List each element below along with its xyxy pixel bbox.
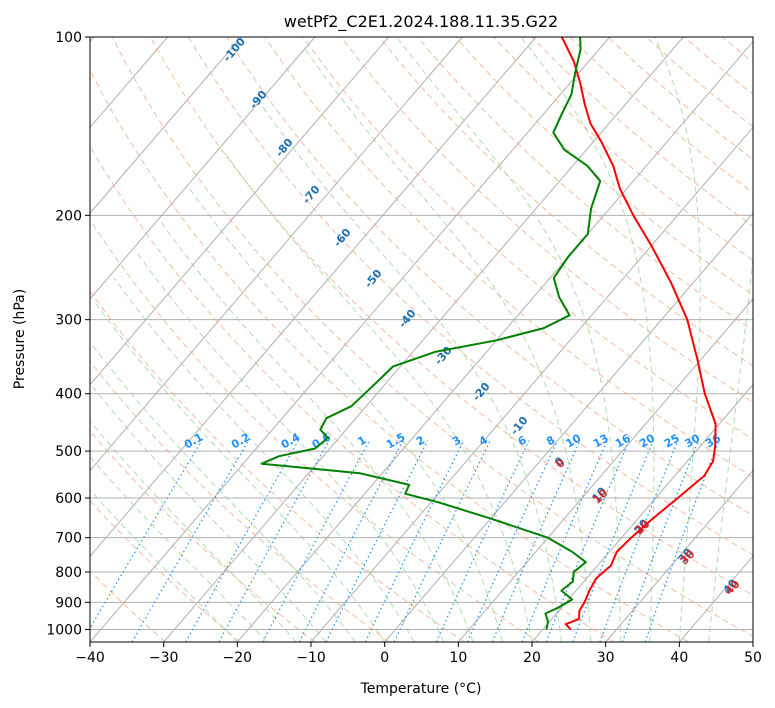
mixing-ratio-line bbox=[298, 440, 404, 642]
dry-adiabat-line bbox=[90, 500, 241, 642]
y-tick-label: 300 bbox=[55, 313, 82, 329]
mixing-ratio-line bbox=[393, 440, 491, 642]
dry-adiabat-line bbox=[90, 290, 465, 642]
mixing-ratio-line bbox=[364, 440, 465, 642]
isotherm-line bbox=[310, 126, 753, 642]
isotherm-line bbox=[531, 383, 753, 642]
dry-adiabat-line bbox=[188, 37, 753, 556]
dry-adiabat-line bbox=[302, 37, 753, 440]
isotherm-line bbox=[90, 37, 242, 214]
moist-adiabat-line bbox=[520, 37, 655, 642]
x-tick-label: 10 bbox=[449, 650, 467, 666]
mixing-ratio-line bbox=[90, 440, 203, 630]
dewpoint-profile-line bbox=[260, 37, 602, 630]
x-tick-label: 20 bbox=[523, 650, 541, 666]
moist-adiabat-line bbox=[90, 455, 268, 642]
dry-adiabat-line bbox=[90, 569, 166, 642]
moist-adiabat-line bbox=[90, 420, 297, 642]
dry-adiabat-line bbox=[264, 37, 753, 478]
y-tick-label: 200 bbox=[55, 208, 82, 224]
y-tick-label: 100 bbox=[55, 30, 82, 46]
x-tick-label: −20 bbox=[223, 650, 253, 666]
moist-adiabat-line bbox=[222, 149, 533, 642]
y-tick-label: 1000 bbox=[46, 622, 82, 638]
dry-adiabat-line bbox=[90, 218, 540, 642]
mixing-ratio-line bbox=[218, 440, 330, 642]
isotherm-line bbox=[605, 469, 753, 642]
moist-adiabat-line bbox=[90, 341, 356, 642]
y-tick-label: 700 bbox=[55, 531, 82, 547]
chart-title: wetPf2_C2E1.2024.188.11.35.G22 bbox=[284, 12, 558, 32]
mixing-ratio-line bbox=[621, 440, 699, 642]
dry-adiabat-line bbox=[90, 360, 390, 642]
mixing-ratio-line bbox=[325, 440, 429, 642]
dry-adiabat-line bbox=[226, 37, 753, 517]
y-tick-label: 400 bbox=[55, 387, 82, 403]
moist-adiabat-line bbox=[90, 489, 238, 642]
plot-frame bbox=[89, 36, 754, 643]
temperature-profile-line bbox=[560, 37, 717, 631]
x-tick-label: 0 bbox=[380, 650, 389, 666]
isotherm-line bbox=[163, 37, 684, 642]
y-tick-label: 800 bbox=[55, 565, 82, 581]
isotherm-line bbox=[90, 37, 611, 642]
moist-adiabat-line bbox=[396, 37, 621, 642]
moist-adiabat-line bbox=[113, 277, 415, 642]
isotherm-line bbox=[90, 37, 463, 472]
dry-adiabat-line bbox=[90, 68, 689, 642]
x-tick-label: −40 bbox=[75, 650, 105, 666]
dry-adiabat-line bbox=[90, 430, 316, 642]
moist-adiabat-line bbox=[304, 49, 592, 642]
moist-adiabat-line bbox=[90, 382, 327, 642]
mixing-ratio-line bbox=[572, 440, 654, 642]
y-tick-label: 900 bbox=[55, 595, 82, 611]
y-tick-label: 500 bbox=[55, 444, 82, 460]
mixing-ratio-line bbox=[131, 440, 250, 642]
moist-adiabat-line bbox=[94, 301, 386, 642]
x-tick-label: −10 bbox=[296, 650, 326, 666]
moist-adiabat-line bbox=[160, 221, 474, 642]
y-axis-label: Pressure (hPa) bbox=[12, 289, 28, 389]
x-tick-label: 30 bbox=[597, 650, 615, 666]
x-axis-label: Temperature (°C) bbox=[360, 681, 482, 697]
isotherm-line bbox=[90, 37, 316, 300]
mixing-ratio-line bbox=[644, 440, 720, 642]
mixing-ratio-line bbox=[521, 440, 608, 642]
mixing-ratio-line bbox=[185, 440, 299, 642]
mixing-ratio-line bbox=[262, 440, 371, 642]
mixing-ratio-line bbox=[545, 440, 630, 642]
y-tick-label: 600 bbox=[55, 491, 82, 507]
isotherm-line bbox=[90, 37, 390, 386]
isotherm-line bbox=[384, 212, 753, 642]
moist-adiabat-line bbox=[708, 253, 753, 642]
x-tick-label: −30 bbox=[149, 650, 179, 666]
x-tick-label: 50 bbox=[744, 650, 762, 666]
isotherm-line bbox=[457, 298, 753, 642]
dry-adiabat-line bbox=[149, 37, 753, 596]
dry-adiabat-line bbox=[111, 37, 753, 638]
x-tick-label: 40 bbox=[670, 650, 688, 666]
moist-adiabat-line bbox=[135, 251, 445, 642]
isotherm-line bbox=[90, 37, 537, 558]
dry-adiabat-line bbox=[90, 145, 614, 642]
dry-adiabat-line bbox=[455, 37, 753, 296]
moist-adiabat-line bbox=[260, 104, 562, 642]
